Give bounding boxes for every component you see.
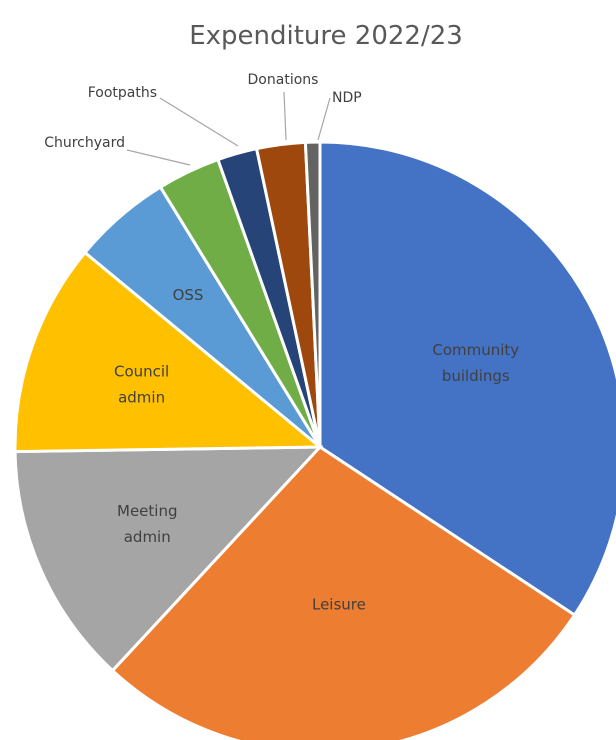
callout-line-churchyard	[126, 149, 191, 166]
slice-label-donations: Donations	[248, 72, 319, 88]
pie-slices	[13, 140, 616, 740]
slice-label-oss: OSS	[173, 286, 204, 304]
slice-label-churchyard: Churchyard	[44, 135, 125, 151]
pie-slice-leisure	[110, 445, 577, 740]
pie-slice-community-buildings	[318, 140, 616, 618]
callout-line-footpaths	[159, 97, 239, 147]
slice-label-leisure: Leisure	[312, 595, 366, 613]
slice-labels: Community buildings Leisure Meeting admin Cou…	[44, 72, 519, 613]
slice-label-council-admin: Council admin	[114, 362, 169, 406]
chart-title: Expenditure 2022/23	[189, 21, 463, 51]
callout-line-ndp	[317, 97, 331, 141]
slice-label-footpaths: Footpaths	[88, 85, 157, 101]
slice-label-meeting-admin: Meeting admin	[117, 502, 177, 546]
callout-line-donations	[283, 91, 287, 141]
slice-label-ndp: NDP	[332, 90, 362, 106]
pie-slice-ndp	[303, 140, 322, 448]
pie-slice-council-admin	[13, 250, 325, 454]
slice-label-community-buildings: Community buildings	[432, 341, 519, 385]
pie-slice-meeting-admin	[13, 445, 324, 673]
callout-lines	[126, 91, 331, 166]
